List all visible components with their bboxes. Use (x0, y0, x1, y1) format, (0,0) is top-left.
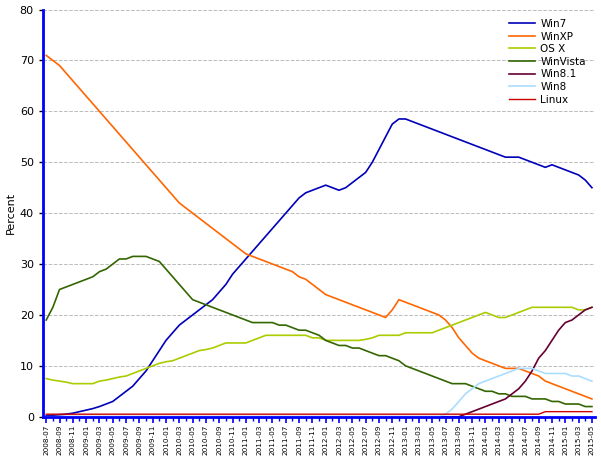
Linux (76, 411, 83, 417)
Win8.1 (435, 414, 442, 420)
Line: WinVista: WinVista (46, 256, 592, 407)
Win7 (588, 185, 596, 190)
Win7 (395, 116, 403, 122)
Win8 (435, 414, 442, 420)
Win8.1 (43, 414, 50, 420)
WinVista (162, 266, 169, 272)
WinVista (129, 254, 136, 259)
WinXP (43, 53, 50, 58)
Win8 (515, 366, 522, 371)
Line: Win8: Win8 (46, 368, 592, 417)
Win8 (43, 414, 50, 420)
Line: Win7: Win7 (46, 119, 592, 416)
Win7 (156, 348, 163, 353)
WinVista (475, 386, 483, 391)
WinXP (435, 312, 442, 318)
OS X (43, 376, 50, 381)
OS X (376, 332, 383, 338)
WinVista (123, 256, 130, 262)
Win7 (43, 413, 50, 419)
Win7 (368, 160, 376, 165)
Legend: Win7, WinXP, OS X, WinVista, Win8.1, Win8, Linux: Win7, WinXP, OS X, WinVista, Win8.1, Win… (505, 15, 590, 109)
Win8.1 (76, 414, 83, 420)
Y-axis label: Percent: Percent (5, 192, 16, 234)
Win7 (123, 389, 130, 394)
WinVista (376, 353, 383, 358)
OS X (69, 381, 76, 386)
Win8 (76, 414, 83, 420)
Win8.1 (368, 414, 376, 420)
OS X (162, 359, 169, 365)
WinVista (588, 404, 596, 409)
Linux (435, 411, 442, 417)
OS X (442, 325, 449, 331)
OS X (82, 381, 90, 386)
WinXP (76, 86, 83, 91)
WinXP (156, 177, 163, 183)
WinXP (588, 396, 596, 402)
WinXP (123, 139, 130, 145)
Linux (542, 409, 549, 414)
WinVista (43, 317, 50, 323)
OS X (588, 305, 596, 310)
Win8 (156, 414, 163, 420)
Linux (368, 411, 376, 417)
Win8 (123, 414, 130, 420)
Win8.1 (123, 414, 130, 420)
Linux (469, 411, 476, 417)
Win8 (469, 386, 476, 391)
Line: Win8.1: Win8.1 (46, 307, 592, 417)
Linux (156, 411, 163, 417)
Win8 (368, 414, 376, 420)
Line: OS X: OS X (46, 307, 592, 384)
WinVista (442, 378, 449, 384)
Line: WinXP: WinXP (46, 55, 592, 399)
WinVista (582, 404, 589, 409)
Linux (588, 409, 596, 414)
Win8.1 (469, 409, 476, 414)
Win8.1 (588, 305, 596, 310)
OS X (475, 312, 483, 318)
Linux (123, 411, 130, 417)
Line: Linux: Linux (46, 412, 592, 414)
Win7 (475, 144, 483, 150)
WinXP (469, 350, 476, 356)
WinXP (368, 310, 376, 315)
OS X (129, 371, 136, 376)
Win7 (442, 131, 449, 137)
WinVista (76, 279, 83, 284)
Win7 (76, 409, 83, 414)
Linux (43, 411, 50, 417)
Win8 (588, 378, 596, 384)
Win8.1 (156, 414, 163, 420)
OS X (528, 305, 535, 310)
